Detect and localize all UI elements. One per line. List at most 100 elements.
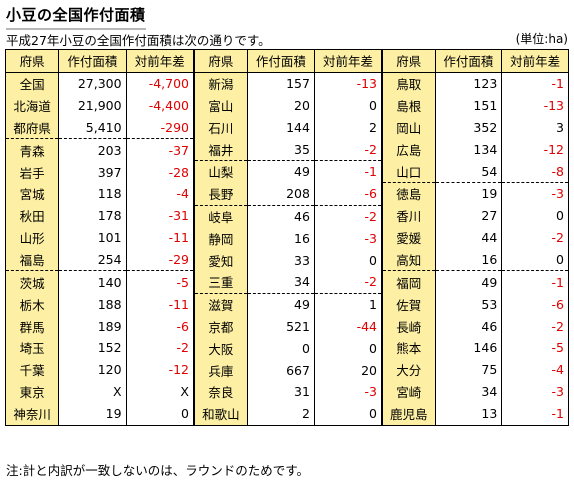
diff-cell: -11 bbox=[125, 226, 195, 249]
table-middle: 府県 作付面積 対前年差 新潟 157 -13 富山 20 0 石川 144 2 福井 35 -2 山梨… bbox=[194, 49, 383, 426]
diff-cell: -5 bbox=[501, 337, 569, 359]
area-cell: 157 bbox=[246, 72, 315, 95]
header-diff: 対前年差 bbox=[125, 49, 195, 73]
table-row: 長野 208 -6 bbox=[194, 182, 383, 206]
table-row: 群馬 189 -6 bbox=[4, 315, 195, 337]
prefecture-cell: 和歌山 bbox=[194, 402, 248, 426]
area-cell: 352 bbox=[434, 116, 503, 139]
table-header-row: 府県 作付面積 対前年差 bbox=[382, 49, 569, 73]
table-row: 和歌山 2 0 bbox=[194, 402, 383, 426]
table-row: 広島 134 -12 bbox=[382, 138, 569, 161]
area-cell: 53 bbox=[434, 293, 503, 316]
table-row: 山口 54 -8 bbox=[382, 160, 569, 183]
diff-cell: -12 bbox=[501, 138, 569, 161]
table-row: 長崎 46 -2 bbox=[382, 315, 569, 337]
footnote: 注:計と内訳が一致しないのは、ラウンドのためです。 bbox=[6, 463, 309, 478]
area-cell: 134 bbox=[434, 138, 503, 161]
prefecture-cell: 広島 bbox=[382, 138, 436, 161]
diff-cell: -2 bbox=[501, 315, 569, 337]
table-row: 神奈川 19 0 bbox=[4, 402, 195, 426]
table-row: 静岡 16 -3 bbox=[194, 227, 383, 250]
diff-cell: 3 bbox=[501, 116, 569, 139]
diff-cell: 0 bbox=[501, 248, 569, 271]
area-cell: 27 bbox=[434, 204, 503, 227]
prefecture-cell: 奈良 bbox=[194, 380, 248, 403]
area-cell: 5,410 bbox=[58, 116, 127, 139]
area-cell: 34 bbox=[246, 270, 315, 294]
prefecture-cell: 静岡 bbox=[194, 227, 248, 250]
area-cell: 178 bbox=[58, 204, 127, 227]
diff-cell: -4 bbox=[125, 183, 195, 205]
table-row: 愛知 33 0 bbox=[194, 249, 383, 271]
prefecture-cell: 京都 bbox=[194, 315, 248, 338]
prefecture-cell: 全国 bbox=[4, 72, 60, 95]
area-cell: X bbox=[58, 380, 127, 403]
subtitle: 平成27年小豆の全国作付面積は次の通りです。 bbox=[6, 33, 271, 48]
area-cell: 101 bbox=[58, 226, 127, 249]
table-row: 徳島 19 -3 bbox=[382, 182, 569, 205]
diff-cell: -4,400 bbox=[125, 94, 195, 117]
table-row: 栃木 188 -11 bbox=[4, 293, 195, 316]
page-title: 小豆の全国作付面積 bbox=[6, 4, 146, 30]
area-cell: 254 bbox=[58, 248, 127, 271]
area-cell: 49 bbox=[434, 270, 503, 294]
table-header-row: 府県 作付面積 対前年差 bbox=[194, 49, 383, 73]
prefecture-cell: 千葉 bbox=[4, 358, 60, 381]
prefecture-cell: 宮崎 bbox=[382, 380, 436, 403]
table-body: 鳥取 123 -1 島根 151 -13 岡山 352 3 広島 134 -12 山口 54 -8 徳島 19-… bbox=[382, 72, 569, 426]
area-cell: 152 bbox=[58, 337, 127, 359]
area-cell: 49 bbox=[246, 159, 315, 183]
table-row: 福島 254 -29 bbox=[4, 248, 195, 271]
table-row: 岡山 352 3 bbox=[382, 116, 569, 139]
header-prefecture: 府県 bbox=[382, 49, 436, 73]
prefecture-cell: 愛知 bbox=[194, 249, 248, 271]
area-cell: 120 bbox=[58, 358, 127, 381]
diff-cell: 0 bbox=[313, 337, 383, 360]
diff-cell: -1 bbox=[501, 270, 569, 294]
table-right: 府県 作付面積 対前年差 鳥取 123 -1 島根 151 -13 岡山 352 3 広島 134-… bbox=[382, 49, 569, 426]
table-row: 高知 16 0 bbox=[382, 248, 569, 271]
diff-cell: -12 bbox=[125, 358, 195, 381]
table-row: 熊本 146 -5 bbox=[382, 337, 569, 359]
diff-cell: 0 bbox=[313, 249, 383, 271]
table-row: 三重 34 -2 bbox=[194, 270, 383, 294]
prefecture-cell: 福島 bbox=[4, 248, 60, 271]
diff-cell: -28 bbox=[125, 161, 195, 184]
diff-cell: -37 bbox=[125, 138, 195, 162]
header-diff: 対前年差 bbox=[501, 49, 569, 73]
area-cell: 19 bbox=[58, 402, 127, 426]
area-cell: 521 bbox=[246, 315, 315, 338]
table-row: 愛媛 44 -2 bbox=[382, 226, 569, 249]
prefecture-cell: 長崎 bbox=[382, 315, 436, 337]
prefecture-cell: 岡山 bbox=[382, 116, 436, 139]
diff-cell: -3 bbox=[313, 380, 383, 403]
diff-cell: 0 bbox=[313, 94, 383, 117]
header-area: 作付面積 bbox=[58, 49, 127, 73]
diff-cell: -290 bbox=[125, 116, 195, 139]
prefecture-cell: 都府県 bbox=[4, 116, 60, 139]
diff-cell: 20 bbox=[313, 359, 383, 381]
area-cell: 667 bbox=[246, 359, 315, 381]
diff-cell: -3 bbox=[313, 227, 383, 250]
prefecture-cell: 福岡 bbox=[382, 270, 436, 294]
table-row: 埼玉 152 -2 bbox=[4, 337, 195, 359]
prefecture-cell: 茨城 bbox=[4, 270, 60, 294]
prefecture-cell: 兵庫 bbox=[194, 359, 248, 381]
area-cell: 16 bbox=[246, 227, 315, 250]
table-row: 岩手 397 -28 bbox=[4, 161, 195, 184]
diff-cell: -1 bbox=[501, 402, 569, 426]
table-row: 宮城 118 -4 bbox=[4, 183, 195, 205]
area-cell: 46 bbox=[434, 315, 503, 337]
table-row: 秋田 178 -31 bbox=[4, 204, 195, 227]
area-cell: 123 bbox=[434, 72, 503, 95]
table-body: 新潟 157 -13 富山 20 0 石川 144 2 福井 35 -2 山梨 49 -1 長野 208 -6 岐阜… bbox=[194, 72, 383, 426]
table-row: 青森 203 -37 bbox=[4, 138, 195, 162]
table-row: 岐阜 46 -2 bbox=[194, 204, 383, 228]
area-cell: 118 bbox=[58, 183, 127, 205]
table-row: 千葉 120 -12 bbox=[4, 358, 195, 381]
table-row: 福井 35 -2 bbox=[194, 138, 383, 161]
diff-cell: -1 bbox=[313, 159, 383, 183]
prefecture-cell: 佐賀 bbox=[382, 293, 436, 316]
diff-cell: -31 bbox=[125, 204, 195, 227]
area-cell: 140 bbox=[58, 270, 127, 294]
